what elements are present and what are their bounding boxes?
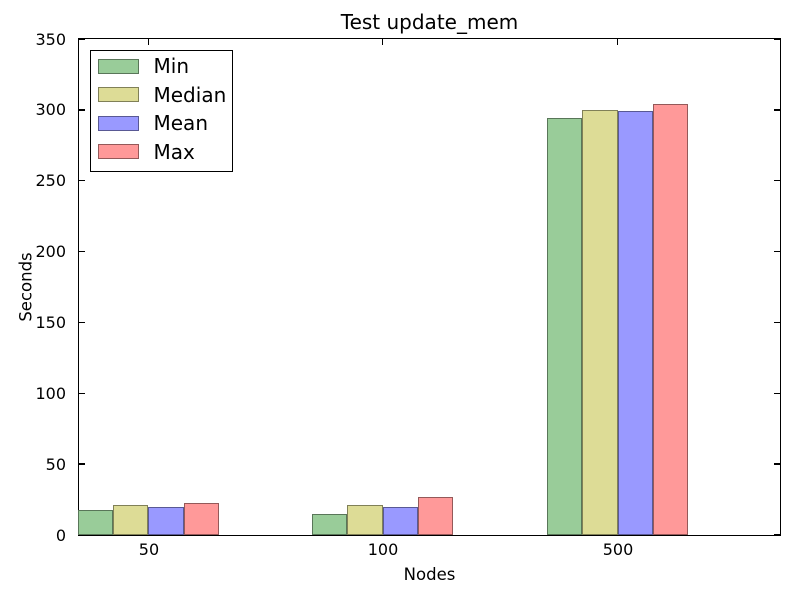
x-tick-label: 50 [138, 540, 160, 559]
bar-min-100 [312, 513, 348, 535]
chart-title: Test update_mem [340, 10, 519, 34]
y-tick-right [774, 179, 780, 182]
bar-min-500 [547, 118, 583, 535]
legend-swatch-median [97, 87, 139, 103]
legend-item-mean: Mean [91, 109, 232, 138]
x-tick-top [616, 39, 619, 45]
y-tick-label: 250 [35, 171, 66, 191]
y-tick-label: 50 [45, 454, 66, 474]
plot-area [77, 38, 781, 536]
y-tick-right [774, 109, 780, 111]
bar-max-50 [183, 503, 219, 535]
x-tick-label: 500 [602, 540, 634, 559]
bar-max-100 [417, 497, 454, 535]
y-tick-label: 350 [35, 29, 66, 49]
y-tick-label: 0 [55, 525, 66, 545]
y-tick-left [79, 109, 85, 111]
legend: Min Median Mean Max [90, 50, 233, 172]
y-tick-left [79, 463, 85, 465]
y-tick-left [79, 250, 85, 253]
legend-swatch-mean [97, 115, 139, 131]
legend-item-median: Median [91, 81, 232, 110]
bar-mean-500 [617, 110, 653, 535]
x-axis-label: Nodes [403, 565, 456, 584]
bar-median-50 [113, 504, 149, 535]
y-tick-label: 150 [35, 312, 66, 332]
bar-mean-100 [382, 506, 418, 535]
x-tick-top [147, 39, 150, 45]
y-tick-right [774, 321, 780, 324]
y-tick-right [774, 38, 780, 40]
legend-item-max: Max [91, 138, 232, 167]
bar-min-50 [77, 510, 114, 535]
bar-max-500 [652, 104, 688, 535]
legend-item-min: Min [91, 52, 232, 81]
bar-mean-50 [148, 506, 184, 535]
legend-swatch-min [97, 58, 139, 74]
y-tick-right [774, 534, 780, 536]
bar-median-500 [582, 109, 618, 535]
bar-median-100 [347, 504, 383, 535]
y-tick-label: 200 [35, 242, 66, 262]
legend-label: Mean [153, 111, 209, 136]
y-tick-left [79, 392, 85, 395]
legend-label: Min [153, 54, 190, 79]
legend-swatch-max [97, 144, 139, 160]
y-tick-left [79, 321, 85, 324]
x-tick-label: 100 [367, 540, 399, 559]
legend-label: Median [153, 82, 227, 107]
y-tick-left [79, 534, 85, 536]
y-tick-right [774, 392, 780, 395]
y-tick-label: 100 [35, 383, 66, 403]
y-tick-left [79, 38, 85, 40]
y-tick-right [774, 463, 780, 465]
y-tick-label: 300 [35, 100, 66, 120]
y-axis-label: Seconds [16, 252, 36, 322]
y-tick-right [774, 250, 780, 253]
y-tick-left [79, 179, 85, 182]
x-tick-top [381, 39, 384, 45]
legend-label: Max [153, 139, 195, 164]
